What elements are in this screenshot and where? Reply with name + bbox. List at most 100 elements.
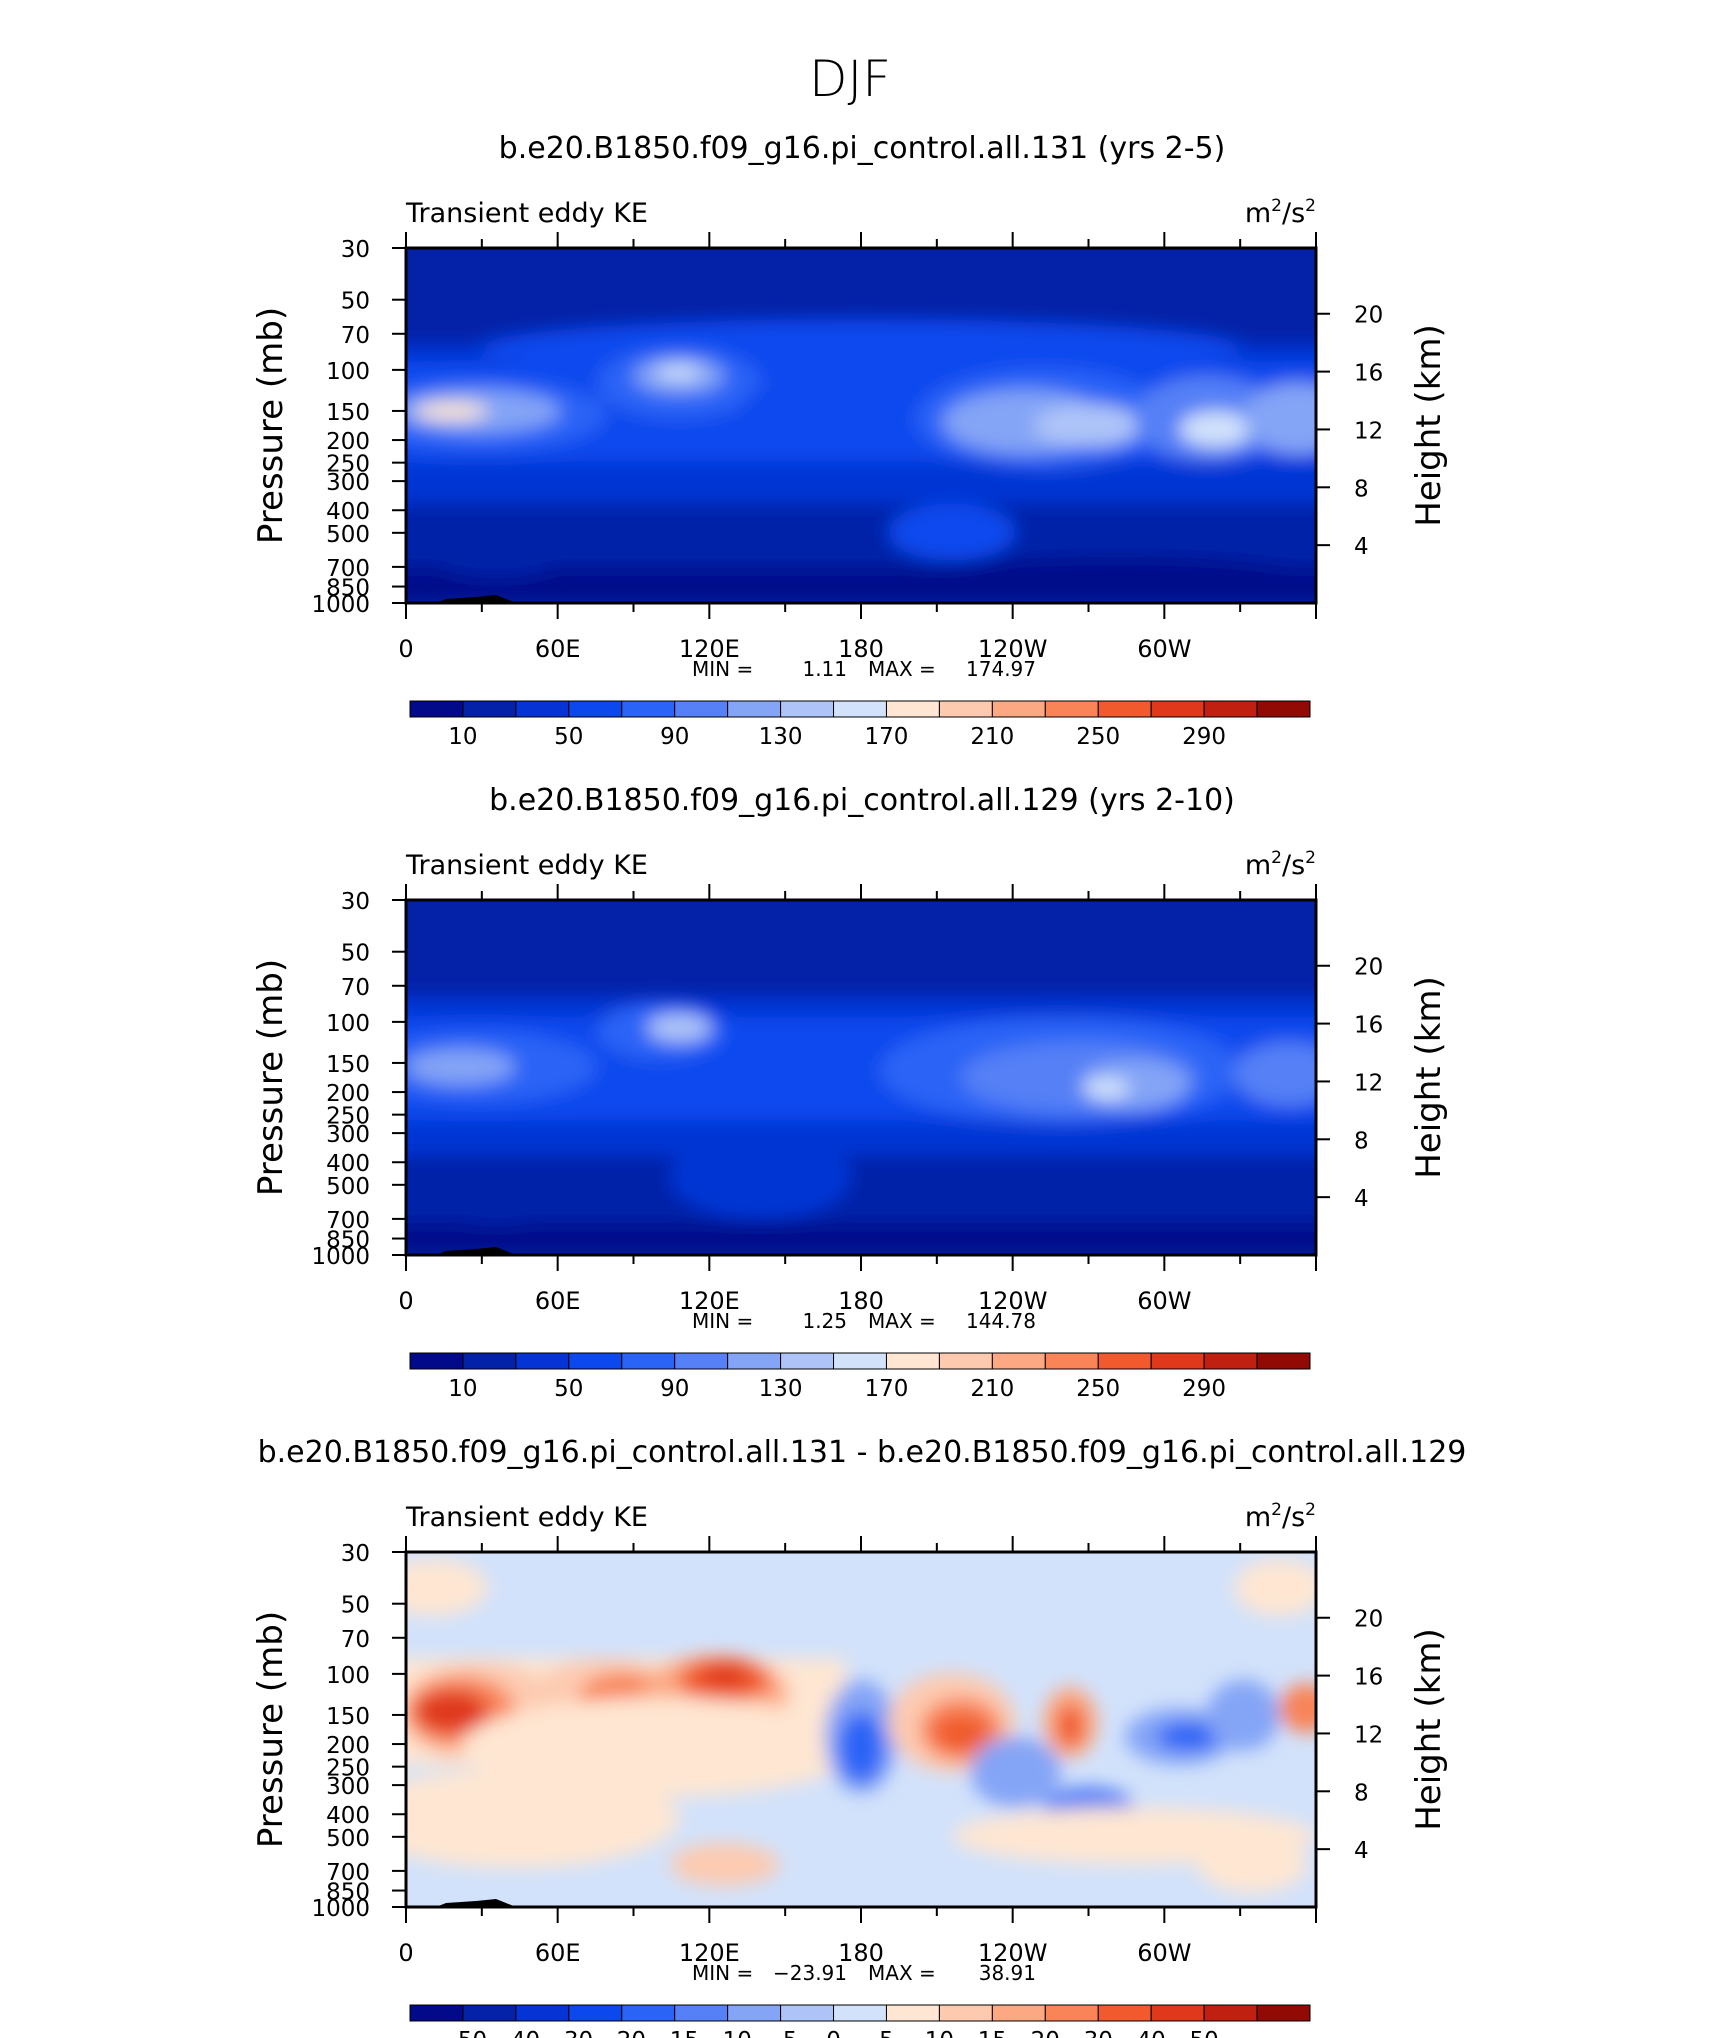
colorbar-label: 0 [826,2028,841,2038]
contour-band [406,1223,1316,1255]
height-tick-label: 16 [1354,1665,1383,1691]
colorbar-swatch [621,700,676,718]
ytick-label: 1000 [311,592,370,618]
colorbar-label: 10 [925,2028,954,2038]
contour-region [742,382,925,419]
ytick-label: 400 [326,1151,370,1177]
colorbar-swatch [1203,700,1258,718]
colorbar-label: 50 [554,1376,583,1402]
colorbar-label: 250 [1076,1376,1120,1402]
ytick-label: 100 [326,1011,370,1037]
contour-region [970,1736,1062,1808]
colorbar-label: 50 [554,724,583,750]
xtick-label: 0 [398,635,413,663]
ytick-label: 50 [341,289,370,315]
colorbar-label: 15 [978,2028,1007,2038]
colorbar-swatch [515,1352,570,1370]
colorbar: 10 50 90 130 170 210 250 290 [409,700,1311,750]
height-tick-label: 12 [1354,418,1383,444]
height-tick-label: 4 [1354,534,1369,560]
height-tick-label: 4 [1354,1186,1369,1212]
height-tick-label: 20 [1354,1607,1383,1633]
ytick-label: 850 [326,576,370,602]
xtick-label: 120W [978,1287,1048,1315]
units-rest: /s [1282,850,1305,881]
contour-region [656,365,702,380]
colorbar-label: −20 [597,2028,646,2038]
ytick-label: 700 [326,1208,370,1234]
ytick-label: 400 [326,499,370,525]
colorbar-label: 130 [759,1376,803,1402]
ytick-label: 250 [326,452,370,478]
ylabel-right: Height (km) [1409,976,1449,1179]
height-tick-label: 4 [1354,1838,1369,1864]
contour-region [1083,1077,1130,1099]
colorbar-swatch [780,2004,835,2022]
xtick-label: 60E [535,1287,581,1315]
colorbar-label: 10 [448,1376,477,1402]
colorbar-swatch [1256,1352,1311,1370]
colorbar-swatch [568,700,623,718]
colorbar-swatch [1097,2004,1152,2022]
contour-region [1206,1679,1280,1751]
min-label: MIN = [692,1309,753,1333]
colorbar-swatch [1150,700,1205,718]
field-shading [406,900,1316,1255]
contour-region [1243,382,1316,454]
colorbar-swatch [1203,1352,1258,1370]
units-base: m [1245,1502,1271,1533]
height-tick-label: 8 [1354,476,1369,502]
colorbar-swatch [409,1352,464,1370]
height-tick-label: 8 [1354,1780,1369,1806]
ytick-label: 150 [326,1704,370,1730]
contour-band [406,1120,1316,1156]
colorbar-swatch [1044,1352,1099,1370]
page-title: DJF [809,50,891,108]
colorbar-swatch [727,1352,782,1370]
contour-region [415,402,488,421]
colorbar-swatch [462,1352,517,1370]
colorbar-swatch [780,1352,835,1370]
colorbar-swatch [621,1352,676,1370]
colorbar-swatch [1256,2004,1311,2022]
colorbar-swatch [727,700,782,718]
contour-region [478,319,1244,376]
contour-region [442,1191,552,1227]
contour-region [647,1013,711,1042]
ytick-label: 700 [326,1860,370,1886]
colorbar-swatch [515,700,570,718]
colorbar-swatch [780,700,835,718]
max-label: MAX = [868,1961,936,1985]
min-value: 1.25 [802,1309,847,1333]
colorbar-label: −30 [545,2028,594,2038]
ytick-label: 850 [326,1880,370,1906]
colorbar-swatch [568,1352,623,1370]
colorbar: −50−40−30−20−15−10−505101520304050 [409,2004,1311,2038]
height-tick-label: 8 [1354,1128,1369,1154]
colorbar-swatch [1150,1352,1205,1370]
colorbar-swatch [462,2004,517,2022]
colorbar-swatch [621,2004,676,2022]
colorbar-swatch [938,2004,993,2022]
contour-region [669,1134,852,1220]
ytick-label: 30 [341,889,370,915]
xtick-label: 180 [838,1287,884,1315]
max-value: 144.78 [966,1309,1036,1333]
colorbar-label: 50 [1189,2028,1218,2038]
colorbar-label: −5 [764,2028,798,2038]
ytick-label: 500 [326,1826,370,1852]
contour-region [838,1711,884,1783]
units-exp: 2 [1271,1500,1282,1520]
height-tick-label: 16 [1354,1013,1383,1039]
colorbar-swatch [1097,1352,1152,1370]
units-base: m [1245,198,1271,229]
height-tick-label: 16 [1354,361,1383,387]
contour-region [406,1049,516,1085]
field-label: Transient eddy KE [405,198,648,229]
units-exp2: 2 [1305,196,1316,216]
panel-p2: b.e20.B1850.f09_g16.pi_control.all.129 (… [251,783,1449,1402]
xtick-label: 60W [1137,1939,1191,1967]
panel-title: b.e20.B1850.f09_g16.pi_control.all.131 -… [258,1435,1467,1470]
colorbar-label: 170 [865,1376,909,1402]
max-value: 174.97 [966,657,1036,681]
